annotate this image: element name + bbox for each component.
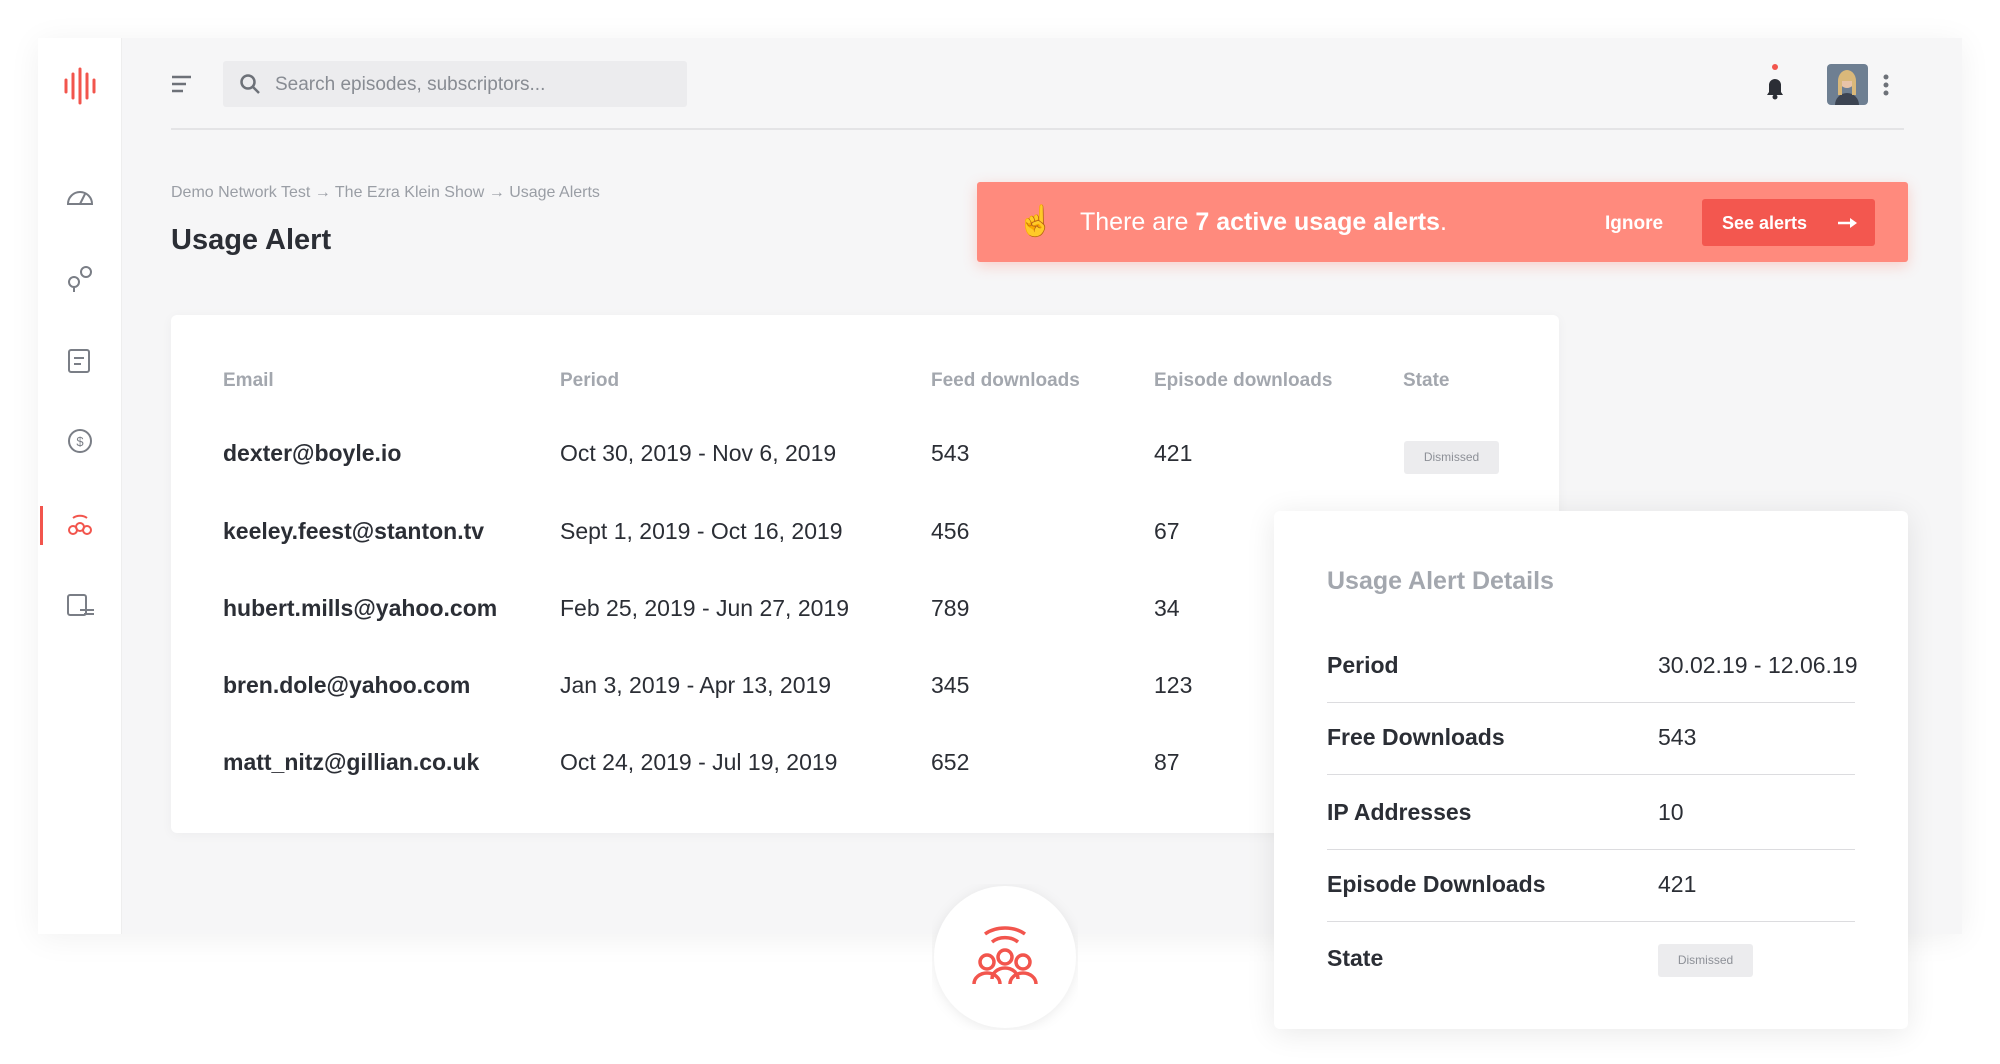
cell: 87: [1154, 749, 1180, 775]
alert-emoji: ☝️: [1017, 205, 1055, 238]
logo[interactable]: [60, 66, 100, 106]
audience-badge: [934, 886, 1076, 1028]
more-menu[interactable]: [1882, 74, 1890, 96]
playlists-icon[interactable]: [67, 594, 94, 616]
column-header: Period: [560, 370, 620, 391]
cell: 421: [1154, 440, 1193, 466]
detail-value: 10: [1658, 799, 1684, 825]
detail-value: 421: [1658, 871, 1697, 897]
cell: 456: [931, 518, 970, 544]
cell: Jan 3, 2019 - Apr 13, 2019: [560, 672, 832, 698]
cell: 652: [931, 749, 970, 775]
alert-banner: ☝️ There are 7 active usage alerts. Igno…: [977, 182, 1908, 262]
search-box[interactable]: Search episodes, subscriptors...: [223, 61, 687, 107]
detail-divider: [1327, 921, 1855, 922]
see-alerts-button[interactable]: See alerts: [1702, 199, 1875, 246]
detail-label: IP Addresses: [1327, 799, 1472, 825]
email: keeley.feest@stanton.tv: [223, 518, 485, 544]
alert-highlight: 7 active usage alerts: [1195, 208, 1440, 236]
email: matt_nitz@gillian.co.uk: [223, 749, 480, 775]
sidebar-icons: $: [40, 191, 94, 616]
alert-message: There are 7 active usage alerts.: [1080, 208, 1447, 237]
audience-icon[interactable]: [68, 514, 92, 535]
cell: 34: [1154, 595, 1180, 621]
search-placeholder: Search episodes, subscriptors...: [275, 74, 546, 95]
alert-text-end: .: [1439, 208, 1447, 236]
cell: Oct 30, 2019 - Nov 6, 2019: [560, 440, 837, 466]
alert-text: There are: [1080, 208, 1189, 236]
detail-divider: [1327, 849, 1855, 850]
cell: 123: [1154, 672, 1193, 698]
detail-value: 30.02.19 - 12.06.19: [1658, 652, 1858, 678]
details-title: Usage Alert Details: [1327, 567, 1554, 595]
breadcrumb: Demo Network Test → The Ezra Klein Show …: [171, 184, 600, 201]
avatar[interactable]: [1827, 64, 1868, 105]
details-card: Usage Alert Details: [1274, 511, 1908, 1029]
arrow-icon: [1838, 218, 1857, 228]
menu-button[interactable]: [171, 74, 193, 94]
podcasts-icon[interactable]: [68, 266, 92, 292]
column-header: Email: [223, 370, 274, 391]
search-icon: [240, 74, 260, 94]
sidebar: [38, 38, 122, 934]
detail-label: Period: [1327, 652, 1399, 678]
column-header: Feed downloads: [931, 370, 1080, 391]
svg-text:$: $: [76, 434, 84, 449]
dashboard-icon[interactable]: [66, 191, 94, 205]
cell: 543: [931, 440, 970, 466]
detail-divider: [1327, 702, 1855, 703]
see-alerts-label: See alerts: [1722, 213, 1808, 233]
active-indicator: [40, 506, 43, 545]
divider: [171, 128, 1904, 130]
ignore-button[interactable]: Ignore: [1605, 213, 1664, 234]
column-header: State: [1403, 370, 1450, 391]
detail-label: Free Downloads: [1327, 724, 1505, 750]
cell: Oct 24, 2019 - Jul 19, 2019: [560, 749, 838, 775]
page-title: Usage Alert: [171, 224, 332, 256]
email: dexter@boyle.io: [223, 440, 402, 466]
state-badge: Dismissed: [1658, 944, 1753, 977]
cell: Sept 1, 2019 - Oct 16, 2019: [560, 518, 843, 544]
detail-label: Episode Downloads: [1327, 871, 1546, 897]
notifications[interactable]: [1760, 62, 1790, 102]
column-header: Episode downloads: [1154, 370, 1333, 391]
email: bren.dole@yahoo.com: [223, 672, 471, 698]
cell: 67: [1154, 518, 1180, 544]
state-badge: Dismissed: [1404, 441, 1499, 474]
monetization-icon[interactable]: $: [68, 429, 92, 453]
cell: 345: [931, 672, 970, 698]
detail-divider: [1327, 774, 1855, 775]
detail-value: 543: [1658, 724, 1697, 750]
episodes-icon[interactable]: [68, 349, 90, 373]
cell: 789: [931, 595, 970, 621]
email: hubert.mills@yahoo.com: [223, 595, 498, 621]
detail-label: State: [1327, 945, 1384, 971]
cell: Feb 25, 2019 - Jun 27, 2019: [560, 595, 849, 621]
